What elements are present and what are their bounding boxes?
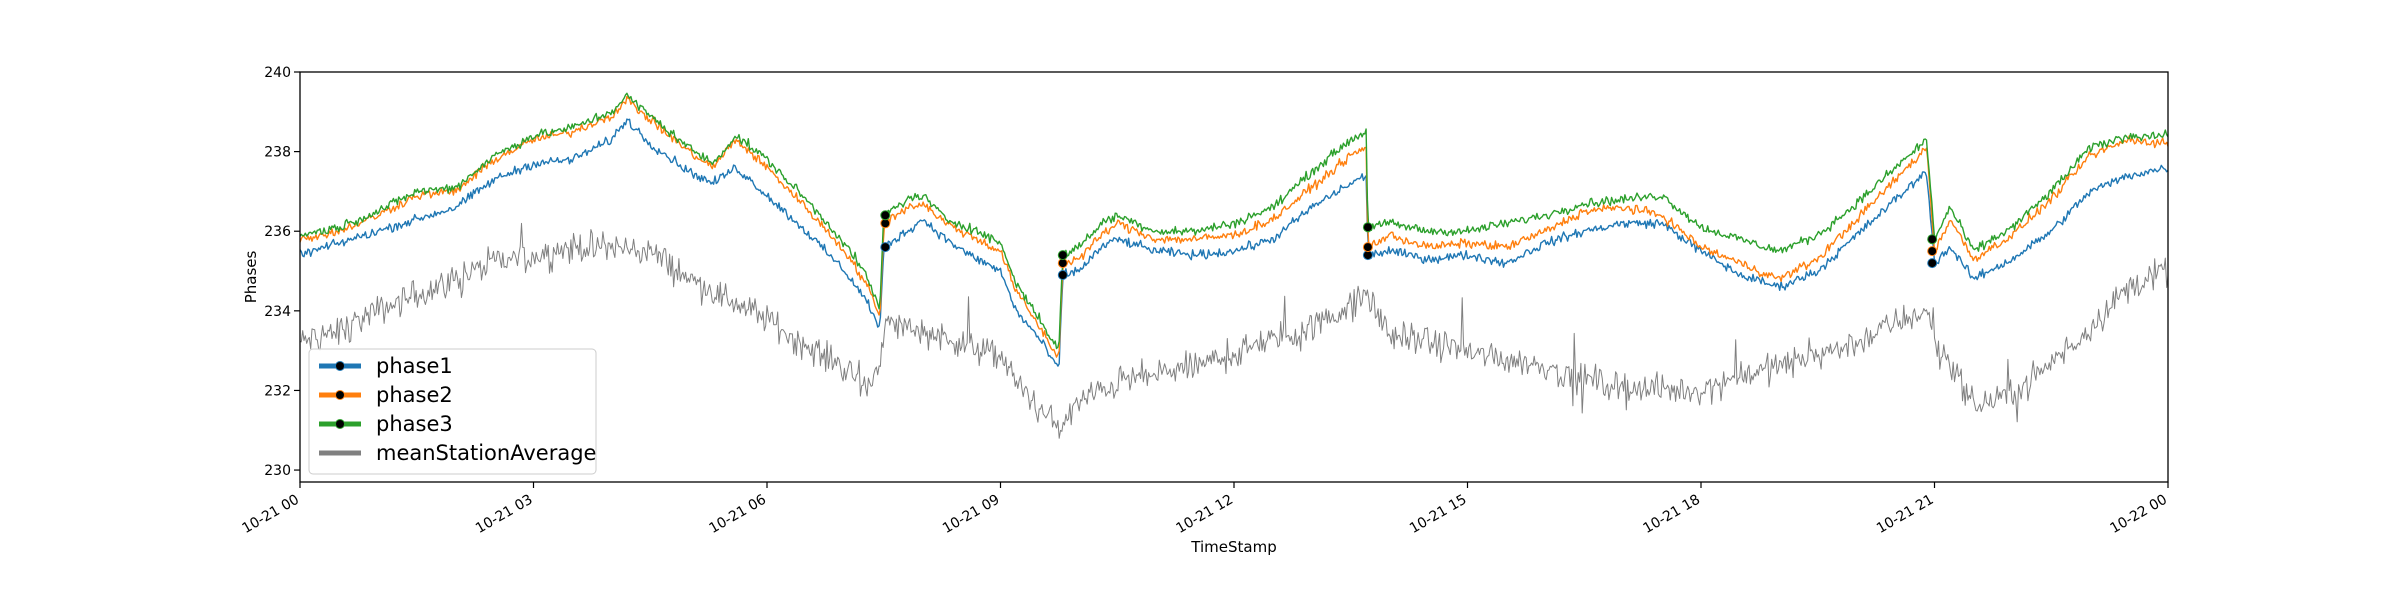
x-axis: 10-21 00 10-21 03 10-21 06 10-21 09 10-21 12… xyxy=(239,482,2170,537)
x-tick-label-3: 10-21 09 xyxy=(940,492,1003,537)
legend-marker-phase1 xyxy=(335,361,345,371)
legend-marker-phase2 xyxy=(335,390,345,400)
x-tick-label-0: 10-21 00 xyxy=(239,492,302,537)
series-layer xyxy=(299,92,2169,439)
x-tick-label-4: 10-21 12 xyxy=(1173,492,1236,537)
legend-label-phase3: phase3 xyxy=(376,412,453,436)
series-line-phase2 xyxy=(299,95,2169,358)
x-tick-label-5: 10-21 15 xyxy=(1407,492,1470,537)
marker-phase1-3 xyxy=(1927,258,1938,269)
y-tick-label-236: 236 xyxy=(264,224,291,240)
legend: phase1 phase2 phase3 meanStationAverage xyxy=(308,348,597,475)
marker-phase3-0 xyxy=(880,210,891,221)
legend-label-meanStationAverage: meanStationAverage xyxy=(376,441,596,465)
marker-phase3-3 xyxy=(1927,234,1938,245)
y-tick-label-240: 240 xyxy=(264,65,291,81)
marker-phase2-2 xyxy=(1362,242,1373,253)
series-line-meanStationAverage xyxy=(299,222,2169,439)
legend-box xyxy=(308,348,597,475)
series-line-phase3 xyxy=(299,92,2169,350)
marker-phase3-1 xyxy=(1057,250,1068,261)
x-tick-label-6: 10-21 18 xyxy=(1640,492,1703,537)
legend-label-phase1: phase1 xyxy=(376,354,453,378)
y-axis-label: Phases xyxy=(242,251,260,304)
y-tick-label-232: 232 xyxy=(264,383,291,399)
x-axis-label: TimeStamp xyxy=(1190,538,1276,556)
legend-label-phase2: phase2 xyxy=(376,383,453,407)
y-tick-label-238: 238 xyxy=(264,145,291,161)
marker-phase3-2 xyxy=(1362,222,1373,233)
marker-phase1-0 xyxy=(880,242,891,253)
y-axis: 230 232 234 236 238 240 xyxy=(264,65,300,479)
x-tick-label-2: 10-21 06 xyxy=(706,492,769,537)
x-tick-label-7: 10-21 21 xyxy=(1874,492,1937,537)
x-tick-label-1: 10-21 03 xyxy=(473,492,536,537)
legend-marker-phase3 xyxy=(335,419,345,429)
marker-phase1-1 xyxy=(1057,270,1068,280)
series-line-phase1 xyxy=(299,118,2169,367)
y-tick-label-234: 234 xyxy=(264,304,291,320)
x-tick-label-8: 10-22 00 xyxy=(2107,492,2170,537)
marker-layer xyxy=(880,210,1938,280)
marker-phase2-3 xyxy=(1927,246,1938,257)
y-tick-label-230: 230 xyxy=(264,463,291,479)
